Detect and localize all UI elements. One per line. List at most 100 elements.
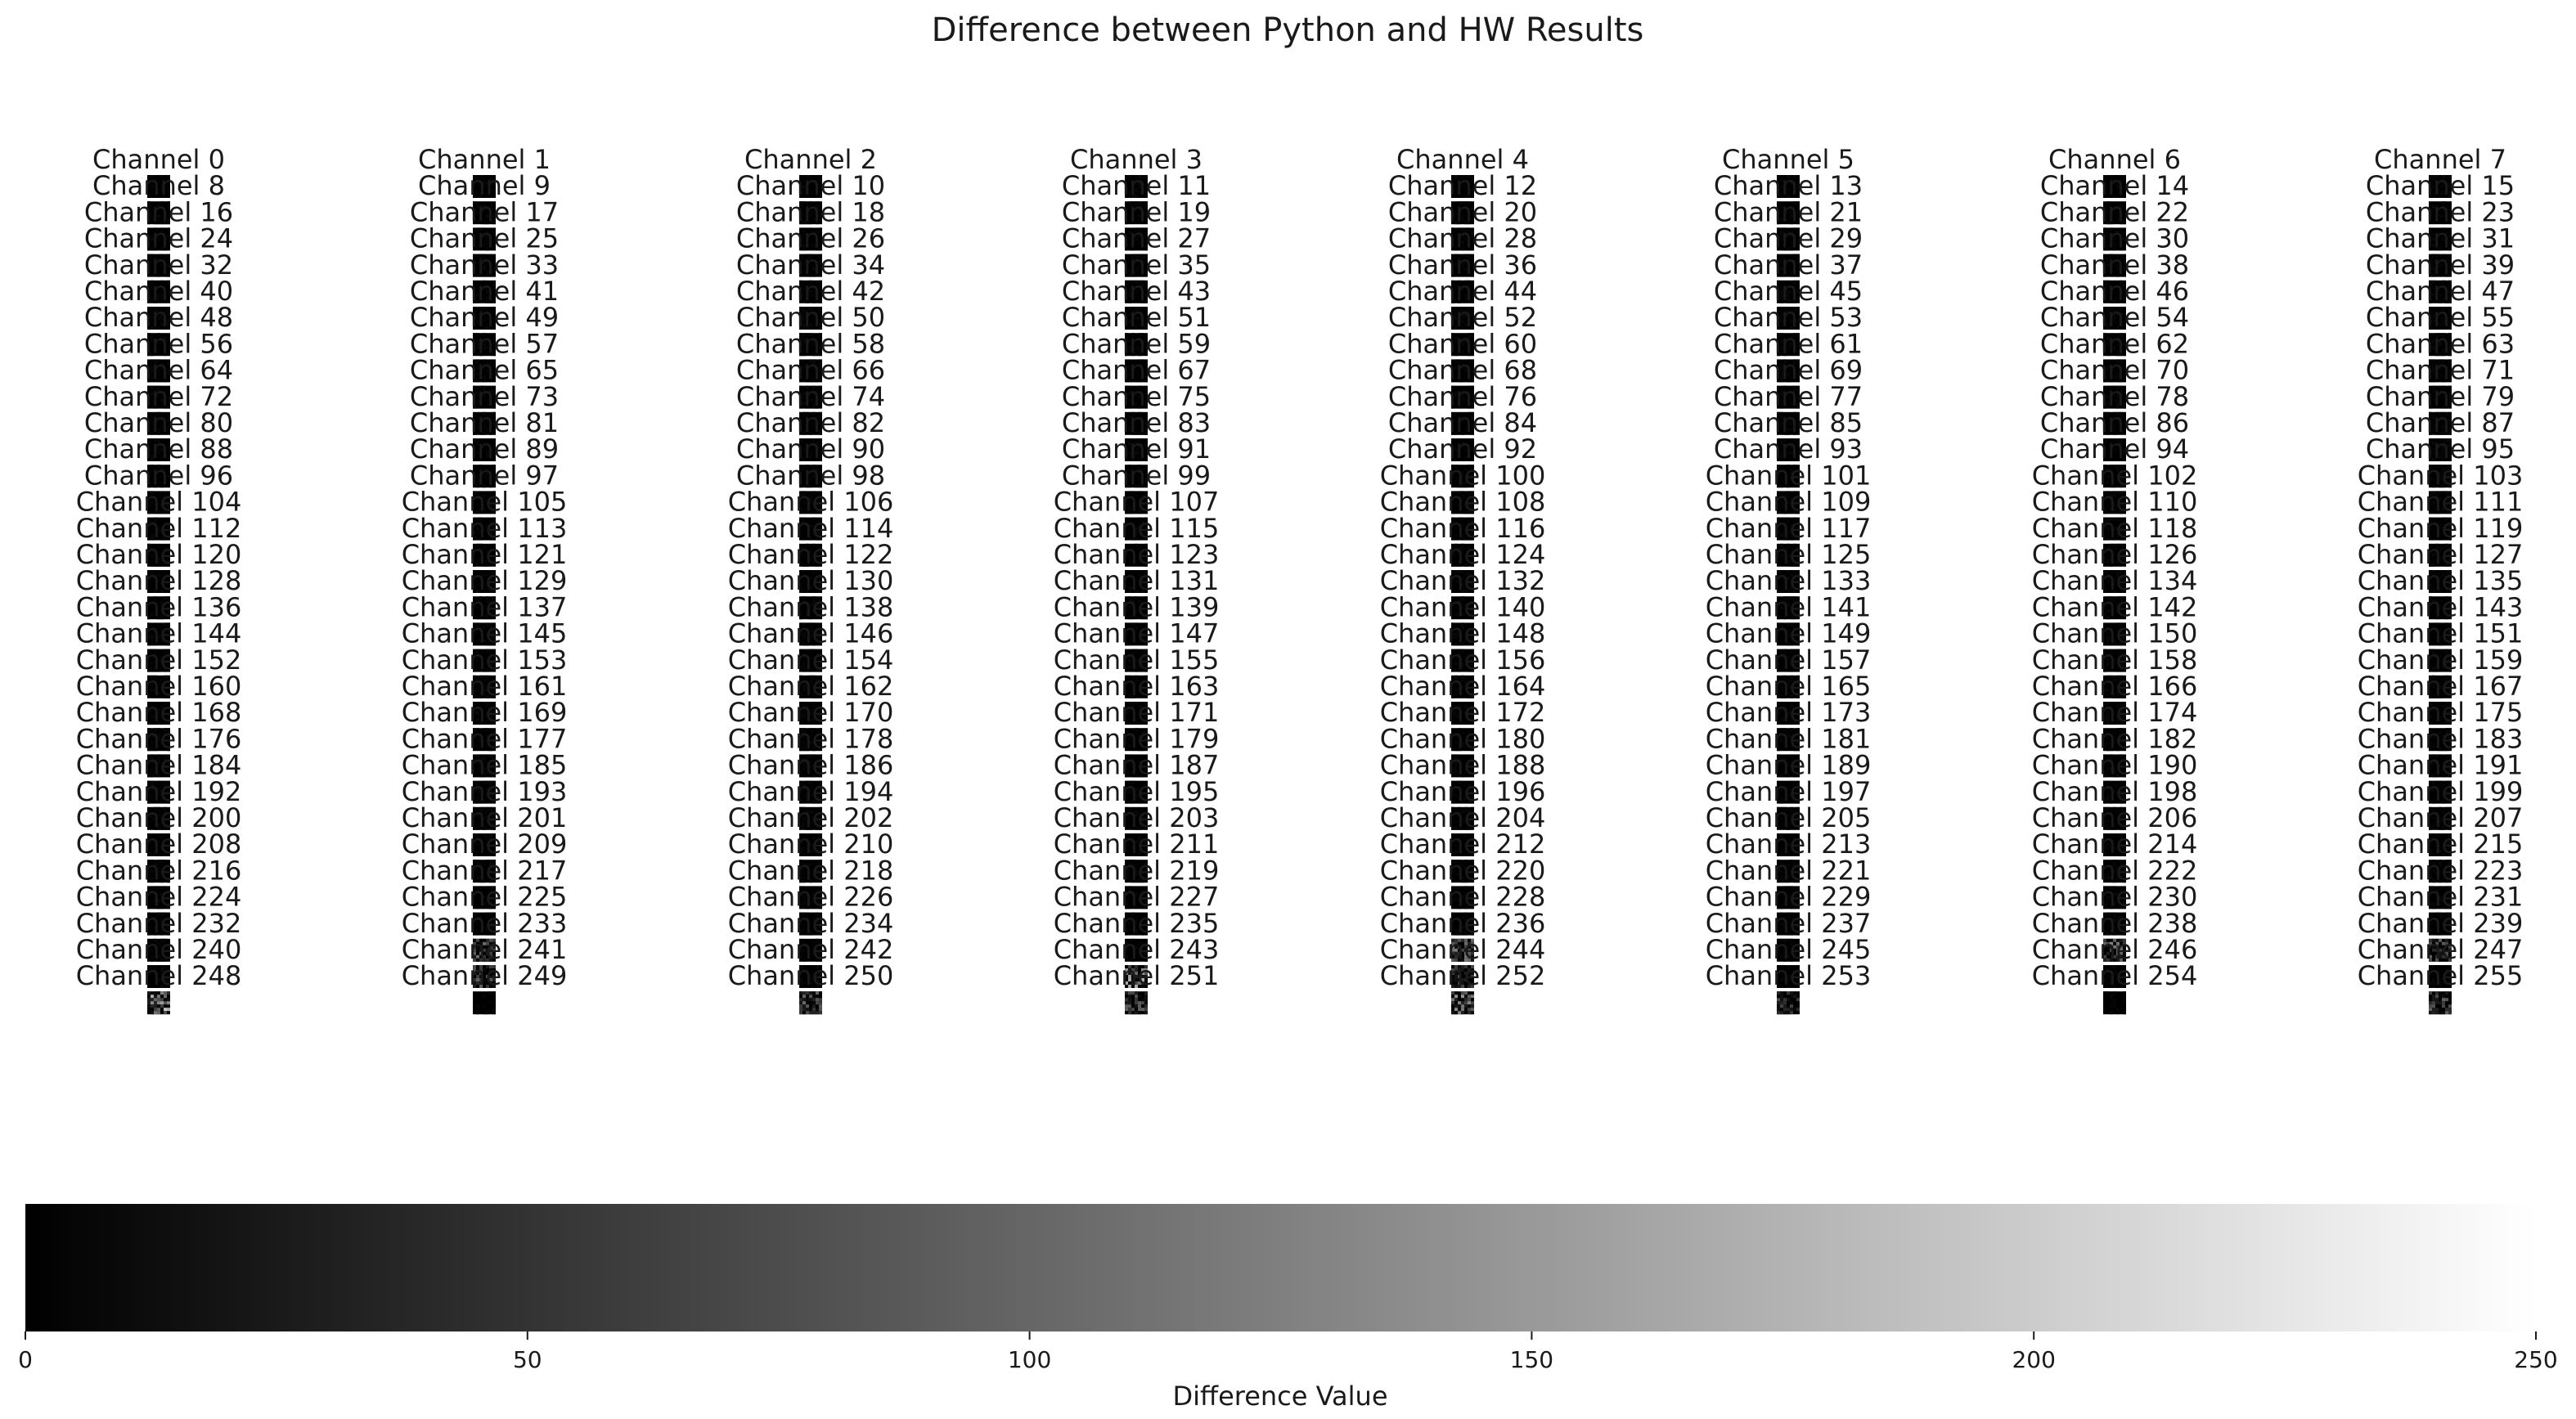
channel-heatmap-cell xyxy=(486,273,489,277)
channel-heatmap-cell xyxy=(2439,299,2442,303)
channel-heatmap-cell xyxy=(489,310,492,313)
channel-heatmap-cell xyxy=(2429,283,2432,287)
channel-heatmap-cell xyxy=(806,418,809,422)
channel-heatmap-cell xyxy=(476,405,479,409)
channel-heatmap-cell xyxy=(802,339,806,344)
channel-heatmap-cell xyxy=(151,296,154,300)
channel-heatmap-cell xyxy=(486,240,489,245)
channel-heatmap-cell xyxy=(1793,188,1796,191)
channel-heatmap xyxy=(2103,254,2126,277)
channel-heatmap-cell xyxy=(1468,286,1471,290)
channel-heatmap-cell xyxy=(2123,260,2126,264)
channel-heatmap-cell xyxy=(151,375,154,379)
channel-heatmap-cell xyxy=(1796,402,1800,406)
channel-heatmap-cell xyxy=(1131,317,1135,320)
channel-heatmap-cell xyxy=(2448,280,2452,284)
channel-heatmap-cell xyxy=(1141,392,1144,396)
channel-heatmap-cell xyxy=(1790,231,1793,235)
channel-heatmap-cell xyxy=(2432,313,2435,317)
channel-heatmap-cell xyxy=(1141,188,1144,191)
channel-heatmap-cell xyxy=(2116,366,2120,370)
channel-heatmap-cell xyxy=(806,244,809,248)
channel-heatmap-cell xyxy=(1796,359,1800,363)
channel-heatmap-cell xyxy=(799,296,802,300)
channel-heatmap-cell xyxy=(1461,201,1464,205)
channel-heatmap-cell xyxy=(2113,339,2116,344)
channel-heatmap-cell xyxy=(1131,195,1135,198)
channel-heatmap-cell xyxy=(483,267,486,271)
channel-heatmap-cell xyxy=(819,247,822,251)
channel-heatmap-cell xyxy=(1461,240,1464,245)
channel-heatmap-cell xyxy=(164,188,167,191)
channel-heatmap-cell xyxy=(809,310,812,313)
channel-heatmap-cell xyxy=(1135,254,1138,258)
channel-heatmap-cell xyxy=(1128,307,1131,310)
channel-heatmap-cell xyxy=(1780,227,1783,231)
channel-heatmap-cell xyxy=(164,257,167,261)
channel-heatmap-cell xyxy=(812,326,816,330)
channel-heatmap-cell xyxy=(1454,392,1458,396)
channel-heatmap xyxy=(1777,385,1800,409)
channel-heatmap-cell xyxy=(1777,290,1780,294)
channel-heatmap-cell xyxy=(1131,260,1135,264)
channel-heatmap-cell xyxy=(1796,227,1800,231)
channel-heatmap-cell xyxy=(479,418,483,422)
channel-heatmap-cell xyxy=(1144,317,1148,320)
channel-heatmap-cell xyxy=(1128,293,1131,297)
channel-heatmap-cell xyxy=(799,280,802,284)
channel-heatmap-cell xyxy=(2442,307,2445,310)
channel-heatmap-cell xyxy=(2445,188,2448,191)
channel-heatmap-cell xyxy=(1471,431,1474,435)
channel-heatmap-cell xyxy=(483,313,486,317)
channel-heatmap-cell xyxy=(1451,369,1454,373)
channel-heatmap-cell xyxy=(154,286,157,290)
channel-heatmap xyxy=(1777,227,1800,251)
channel-heatmap-cell xyxy=(1125,369,1128,373)
channel-heatmap-cell xyxy=(1787,296,1790,300)
channel-heatmap-cell xyxy=(2120,366,2123,370)
channel-heatmap-cell xyxy=(1144,346,1148,350)
channel-heatmap-cell xyxy=(157,267,160,271)
channel-heatmap-cell xyxy=(1796,221,1800,225)
channel-heatmap-cell xyxy=(473,201,476,205)
channel-heatmap-cell xyxy=(1464,366,1468,370)
channel-heatmap-cell xyxy=(1451,257,1454,261)
channel-heatmap-cell xyxy=(2442,240,2445,245)
channel-heatmap-cell xyxy=(2123,366,2126,370)
channel-heatmap-cell xyxy=(476,339,479,344)
channel-heatmap-cell xyxy=(157,333,160,337)
channel-heatmap-cell xyxy=(1780,286,1783,290)
channel-heatmap-cell xyxy=(2445,320,2448,323)
channel-heatmap-cell xyxy=(2120,333,2123,337)
channel-heatmap-cell xyxy=(2103,270,2106,274)
channel-heatmap-cell xyxy=(476,313,479,317)
channel-heatmap-cell xyxy=(2448,333,2452,337)
channel-heatmap-cell xyxy=(164,263,167,267)
channel-heatmap-cell xyxy=(1796,273,1800,277)
channel-heatmap-cell xyxy=(816,379,819,383)
channel-heatmap-cell xyxy=(2445,299,2448,303)
channel-heatmap-cell xyxy=(1790,273,1793,277)
channel-heatmap-cell xyxy=(2113,362,2116,366)
channel-heatmap-cell xyxy=(1468,247,1471,251)
channel-heatmap-cell xyxy=(154,402,157,406)
channel-heatmap-cell xyxy=(1777,296,1780,300)
channel-heatmap-cell xyxy=(1135,234,1138,238)
channel-heatmap-cell xyxy=(1471,379,1474,383)
channel-heatmap xyxy=(2103,333,2126,357)
channel-heatmap-cell xyxy=(2113,234,2116,238)
channel-heatmap-cell xyxy=(1125,333,1128,337)
channel-heatmap-cell xyxy=(1780,290,1783,294)
channel-heatmap-cell xyxy=(2106,323,2110,326)
channel-heatmap-cell xyxy=(473,310,476,313)
channel-heatmap-cell xyxy=(2442,191,2445,195)
channel-heatmap-cell xyxy=(2445,323,2448,326)
channel-heatmap-cell xyxy=(2432,366,2435,370)
channel-heatmap-cell xyxy=(476,398,479,402)
channel-heatmap-cell xyxy=(1796,296,1800,300)
channel-heatmap xyxy=(473,359,496,383)
channel-heatmap-cell xyxy=(1796,333,1800,337)
channel-heatmap xyxy=(1125,359,1148,383)
channel-heatmap-cell xyxy=(2442,280,2445,284)
channel-heatmap-cell xyxy=(2445,231,2448,235)
